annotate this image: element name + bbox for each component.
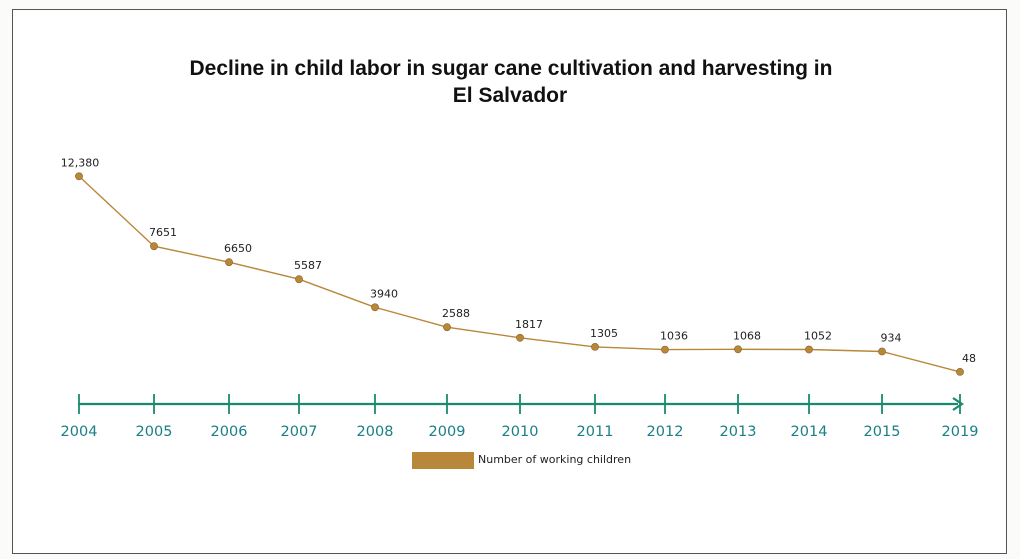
data-point [443,323,451,332]
data-label: 1068 [733,329,761,342]
data-label: 3940 [370,287,398,300]
data-label: 934 [881,332,902,345]
data-label: 1036 [660,330,688,343]
data-label: 12,380 [61,156,100,169]
legend-label: Number of working children [478,453,632,466]
chart-frame [12,9,1007,554]
data-label: 1305 [590,327,618,340]
x-tick-label: 2011 [577,424,614,440]
x-tick-label: 2004 [61,424,98,440]
chart-title: Decline in child labor in sugar cane cul… [0,55,1020,109]
x-tick-label: 2015 [864,424,901,440]
series-line [78,175,961,373]
data-point [295,275,303,284]
data-point [805,345,813,354]
data-point [75,172,83,181]
chart-title-line-2: El Salvador [452,84,568,107]
data-label: 6650 [224,242,252,255]
x-tick-label: 2006 [211,424,248,440]
data-point [516,333,524,342]
data-label: 1817 [515,318,543,331]
x-tick-label: 2007 [281,424,318,440]
data-point [371,303,379,312]
chart-title-line-1: Decline in child labor in sugar cane cul… [189,57,833,80]
data-point [150,242,158,251]
data-point [734,345,742,354]
data-label: 48 [962,352,976,365]
x-tick-label: 2010 [502,424,539,440]
data-point [591,342,599,351]
x-tick-label: 2008 [357,424,394,440]
x-tick-label: 2014 [791,424,828,440]
x-tick-label: 2012 [647,424,684,440]
x-tick-label: 2009 [429,424,466,440]
data-label: 5587 [294,259,322,272]
x-tick-label: 2005 [136,424,173,440]
x-tick-label: 2013 [720,424,757,440]
data-label: 2588 [442,307,470,320]
legend-swatch [412,452,474,469]
data-point [878,347,886,356]
data-point [661,345,669,354]
data-point [225,258,233,267]
x-tick-label: 2019 [942,424,979,440]
data-label: 7651 [149,226,177,239]
x-axis-arrowhead [952,397,964,411]
data-point [956,367,964,376]
data-label: 1052 [804,330,832,343]
